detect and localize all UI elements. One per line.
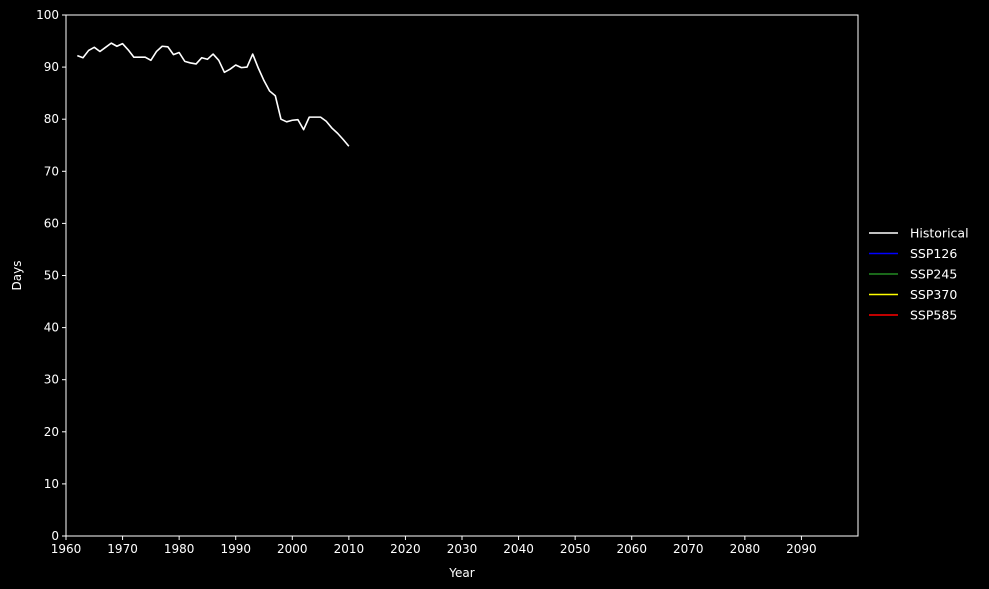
y-tick-label: 80 bbox=[44, 112, 59, 126]
y-axis-label: Days bbox=[10, 261, 24, 291]
legend-entry-ssp585: SSP585 bbox=[910, 308, 957, 323]
x-axis-label: Year bbox=[448, 566, 474, 580]
legend-entry-ssp245: SSP245 bbox=[910, 267, 957, 282]
y-tick-label: 50 bbox=[44, 269, 59, 283]
y-tick-label: 70 bbox=[44, 164, 59, 178]
x-tick-label: 2000 bbox=[277, 542, 308, 556]
x-tick-label: 2040 bbox=[503, 542, 534, 556]
x-tick-label: 2070 bbox=[673, 542, 704, 556]
x-tick-label: 1990 bbox=[220, 542, 251, 556]
y-tick-label: 10 bbox=[44, 477, 59, 491]
y-tick-label: 0 bbox=[51, 529, 59, 543]
y-tick-label: 100 bbox=[36, 8, 59, 22]
x-tick-label: 2080 bbox=[730, 542, 761, 556]
legend-entry-historical: Historical bbox=[910, 226, 969, 241]
x-tick-label: 2020 bbox=[390, 542, 421, 556]
x-tick-label: 2030 bbox=[447, 542, 478, 556]
y-tick-label: 30 bbox=[44, 373, 59, 387]
x-tick-label: 1960 bbox=[51, 542, 82, 556]
legend-entry-ssp370: SSP370 bbox=[910, 287, 957, 302]
plot-area bbox=[77, 42, 350, 147]
x-tick-label: 2090 bbox=[786, 542, 817, 556]
y-tick-label: 60 bbox=[44, 216, 59, 230]
x-tick-label: 2050 bbox=[560, 542, 591, 556]
y-tick-label: 40 bbox=[44, 321, 59, 335]
y-tick-label: 90 bbox=[44, 60, 59, 74]
series-line-historical bbox=[77, 42, 350, 147]
x-tick-label: 1970 bbox=[107, 542, 138, 556]
y-tick-label: 20 bbox=[44, 425, 59, 439]
legend: Historical SSP126 SSP245 SSP370 SSP585 bbox=[869, 226, 969, 323]
x-tick-label: 2060 bbox=[616, 542, 647, 556]
y-axis: 0 10 20 30 40 50 60 70 80 90 100 bbox=[36, 8, 66, 543]
x-tick-label: 2010 bbox=[334, 542, 365, 556]
x-tick-label: 1980 bbox=[164, 542, 195, 556]
legend-entry-ssp126: SSP126 bbox=[910, 246, 957, 261]
x-axis: 1960 1970 1980 1990 2000 2010 2020 2030 2040 2050… bbox=[51, 536, 817, 556]
